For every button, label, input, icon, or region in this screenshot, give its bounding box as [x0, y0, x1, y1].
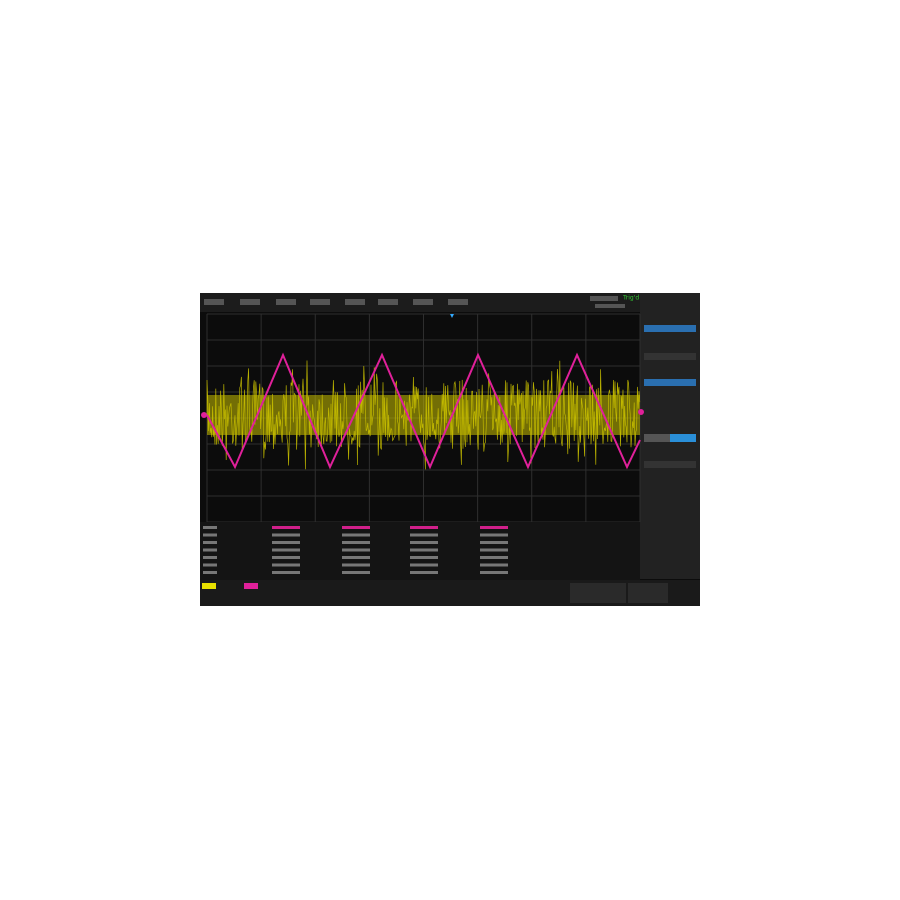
cell — [342, 526, 370, 529]
cell — [272, 541, 300, 544]
ch-offset-marker — [201, 412, 207, 418]
row-label — [203, 548, 217, 552]
cell — [272, 548, 300, 552]
cell — [410, 548, 438, 552]
cell — [410, 571, 438, 574]
cell — [342, 548, 370, 552]
cell — [410, 533, 438, 537]
trigger-marker — [450, 314, 454, 318]
cell — [272, 533, 300, 537]
cell — [272, 526, 300, 529]
measure-rows — [203, 526, 508, 574]
math-badge — [244, 583, 258, 589]
cell — [410, 556, 438, 559]
cell — [342, 571, 370, 574]
cell — [480, 541, 508, 544]
trigger-status: Trig'd — [622, 295, 639, 302]
row-label — [203, 571, 217, 574]
cell — [342, 541, 370, 544]
math-trace — [206, 352, 641, 470]
row-label — [203, 563, 217, 567]
toolbar-icons — [204, 296, 625, 308]
cell — [410, 541, 438, 544]
cell — [480, 548, 508, 552]
row-label — [203, 526, 217, 529]
cell — [342, 533, 370, 537]
cell — [480, 526, 508, 529]
row-label — [203, 533, 217, 537]
cell — [342, 556, 370, 559]
cell — [480, 571, 508, 574]
ch1-badge — [202, 583, 216, 589]
cell — [480, 556, 508, 559]
cell — [342, 563, 370, 567]
cell — [272, 556, 300, 559]
cell — [410, 526, 438, 529]
row-label — [203, 541, 217, 544]
row-label — [203, 556, 217, 559]
cell — [410, 563, 438, 567]
side-controls — [644, 325, 696, 468]
cell — [480, 533, 508, 537]
ch1-dense-core — [207, 395, 640, 435]
timebase-box — [570, 583, 626, 603]
cell — [272, 571, 300, 574]
cell — [272, 563, 300, 567]
cell — [480, 563, 508, 567]
trigger-level-marker — [638, 409, 644, 415]
trigger-box — [628, 583, 668, 603]
